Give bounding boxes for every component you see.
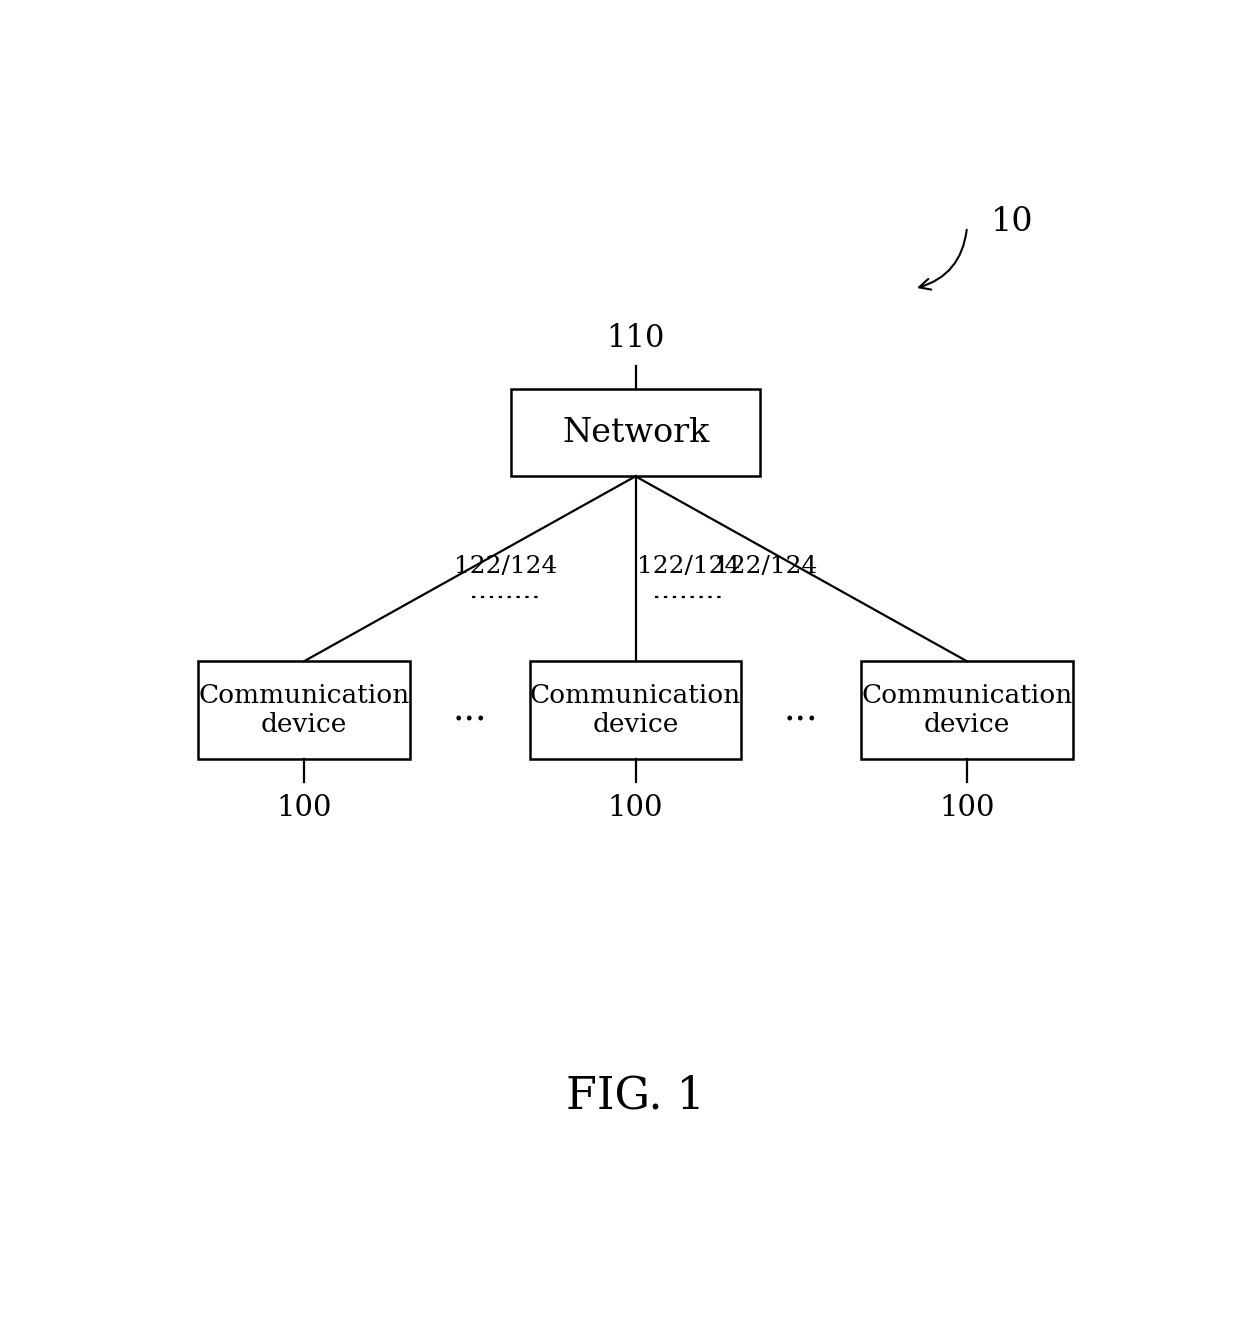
Text: 122/124: 122/124 xyxy=(454,555,557,578)
Text: Communication
device: Communication device xyxy=(529,684,742,737)
Text: Network: Network xyxy=(562,417,709,449)
Text: 122/124: 122/124 xyxy=(714,555,817,578)
Text: 100: 100 xyxy=(939,794,994,822)
Text: ...: ... xyxy=(453,693,487,728)
Text: Communication
device: Communication device xyxy=(862,684,1073,737)
Bar xyxy=(511,388,760,477)
Text: Communication
device: Communication device xyxy=(198,684,409,737)
Text: 110: 110 xyxy=(606,323,665,354)
Text: FIG. 1: FIG. 1 xyxy=(567,1075,704,1117)
Bar xyxy=(529,661,742,760)
Text: 10: 10 xyxy=(991,206,1034,238)
Text: 122/124: 122/124 xyxy=(636,555,740,578)
Bar xyxy=(862,661,1073,760)
Text: 100: 100 xyxy=(608,794,663,822)
Bar xyxy=(198,661,409,760)
Text: 100: 100 xyxy=(277,794,332,822)
Text: ...: ... xyxy=(784,693,818,728)
